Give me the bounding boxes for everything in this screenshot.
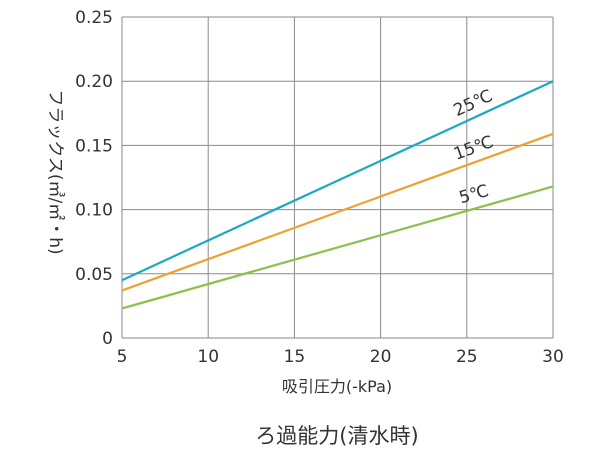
y-tick-label: 0.05 (75, 265, 113, 285)
x-axis-label: 吸引圧力(-kPa) (282, 377, 392, 396)
y-tick-label: 0 (102, 329, 113, 349)
y-tick-label: 0.15 (75, 136, 113, 156)
chart-grid (121, 16, 554, 339)
y-axis-label: フラックス(㎥/㎡・h) (45, 89, 65, 254)
chart-series (121, 80, 554, 310)
series-line (121, 185, 554, 310)
x-tick-label: 10 (197, 347, 219, 367)
x-axis-ticks: 5 10 15 20 25 30 (117, 347, 564, 367)
series-label: 15℃ (451, 132, 496, 165)
series-labels: 25℃ 15℃ 5℃ (451, 86, 497, 208)
chart-caption: ろ過能力(清水時) (255, 424, 418, 448)
series-label: 5℃ (457, 181, 491, 208)
y-tick-label: 0.20 (75, 72, 113, 92)
series-line (121, 132, 554, 292)
y-tick-label: 0.25 (75, 8, 113, 28)
x-tick-label: 20 (370, 347, 392, 367)
x-tick-label: 5 (117, 347, 128, 367)
y-tick-label: 0.10 (75, 201, 113, 221)
series-label: 25℃ (451, 86, 496, 121)
x-tick-label: 15 (284, 347, 306, 367)
x-tick-label: 30 (542, 347, 564, 367)
x-tick-label: 25 (456, 347, 478, 367)
y-axis-ticks: 0 0.05 0.10 0.15 0.20 0.25 (75, 8, 113, 349)
series-line (121, 80, 554, 282)
